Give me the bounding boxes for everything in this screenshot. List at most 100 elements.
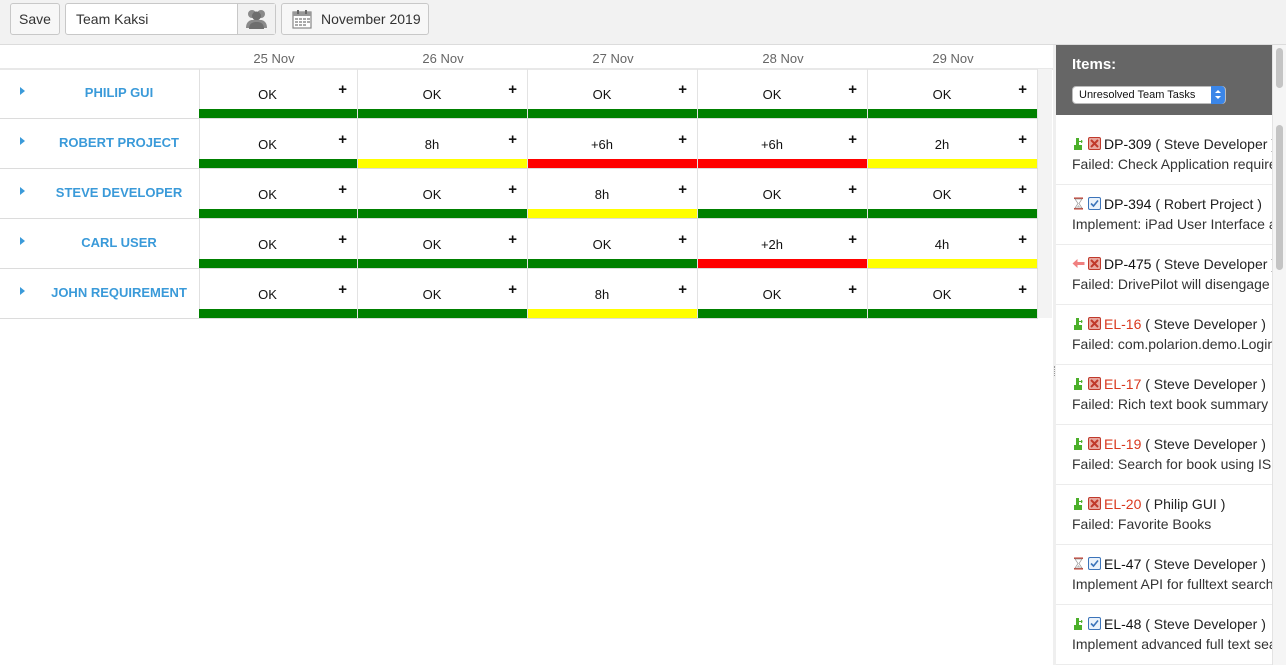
work-item[interactable]: EL-48 ( Steve Developer ) Implement advan… [1056,605,1272,665]
capacity-cell[interactable]: +2h + [698,219,868,268]
add-plus-icon[interactable]: + [848,131,857,148]
capacity-cell[interactable]: OK + [528,69,698,118]
add-plus-icon[interactable]: + [1018,281,1027,298]
work-item-id[interactable]: EL-47 [1104,556,1142,572]
capacity-cell[interactable]: OK + [868,169,1038,218]
capacity-status-bar [358,259,527,268]
work-item-header: DP-309 ( Steve Developer ) [1072,136,1272,152]
work-item[interactable]: EL-20 ( Philip GUI ) Failed: Favorite Boo… [1056,485,1272,545]
add-plus-icon[interactable]: + [678,131,687,148]
panel-splitter[interactable] [1053,45,1056,665]
capacity-cell[interactable]: OK + [358,269,528,318]
capacity-cell[interactable]: 8h + [358,119,528,168]
add-plus-icon[interactable]: + [338,131,347,148]
add-plus-icon[interactable]: + [508,281,517,298]
capacity-cell[interactable]: +6h + [528,119,698,168]
work-item[interactable]: DP-394 ( Robert Project ) Implement: iPad… [1056,185,1272,245]
capacity-cell[interactable]: OK + [358,169,528,218]
user-name-link[interactable]: JOHN REQUIREMENT [51,285,187,300]
capacity-cell[interactable]: 8h + [528,269,698,318]
capacity-cell[interactable]: OK + [698,69,868,118]
month-picker-button[interactable]: November 2019 [281,3,429,35]
add-plus-icon[interactable]: + [1018,131,1027,148]
work-item-id[interactable]: EL-20 [1104,496,1142,512]
expand-arrow-icon[interactable] [20,87,25,95]
work-item-title: Failed: Rich text book summary [1072,396,1269,412]
expand-arrow-icon[interactable] [20,287,25,295]
add-plus-icon[interactable]: + [678,181,687,198]
add-plus-icon[interactable]: + [508,81,517,98]
work-item-id[interactable]: EL-16 [1104,316,1142,332]
add-plus-icon[interactable]: + [848,281,857,298]
work-item-id[interactable]: DP-309 [1104,136,1152,152]
add-plus-icon[interactable]: + [338,231,347,248]
user-name-link[interactable]: STEVE DEVELOPER [55,185,183,200]
add-plus-icon[interactable]: + [1018,181,1027,198]
add-plus-icon[interactable]: + [508,131,517,148]
add-plus-icon[interactable]: + [848,81,857,98]
capacity-cell[interactable]: 2h + [868,119,1038,168]
user-name-link[interactable]: CARL USER [81,235,157,250]
add-plus-icon[interactable]: + [338,181,347,198]
capacity-status-bar [528,209,697,218]
work-item[interactable]: EL-17 ( Steve Developer ) Failed: Rich te… [1056,365,1272,425]
expand-arrow-icon[interactable] [20,137,25,145]
work-item-title: Implement: iPad User Interface adjustmen… [1072,216,1272,232]
add-plus-icon[interactable]: + [678,281,687,298]
capacity-cell[interactable]: OK + [199,219,358,268]
capacity-cell[interactable]: OK + [698,269,868,318]
back-arrow-icon [1072,256,1088,272]
add-plus-icon[interactable]: + [338,81,347,98]
items-panel-scrollbar[interactable] [1272,45,1286,665]
add-plus-icon[interactable]: + [1018,231,1027,248]
team-selector-field[interactable]: Team Kaksi [65,3,276,35]
capacity-cell[interactable]: OK + [199,69,358,118]
capacity-cell[interactable]: OK + [868,269,1038,318]
items-filter-select[interactable]: Unresolved Team Tasks [1072,86,1226,104]
capacity-cell[interactable]: OK + [199,169,358,218]
grid-scrollbar[interactable] [1038,69,1052,318]
capacity-status-bar [698,109,867,118]
work-item[interactable]: EL-47 ( Steve Developer ) Implement API f… [1056,545,1272,605]
add-plus-icon[interactable]: + [848,181,857,198]
capacity-value: OK [258,87,277,102]
capacity-cell[interactable]: OK + [358,219,528,268]
add-plus-icon[interactable]: + [678,231,687,248]
capacity-cell[interactable]: OK + [868,69,1038,118]
items-scroll-thumb[interactable] [1276,125,1283,270]
add-plus-icon[interactable]: + [678,81,687,98]
capacity-cell[interactable]: 8h + [528,169,698,218]
add-plus-icon[interactable]: + [508,231,517,248]
work-item[interactable]: EL-19 ( Steve Developer ) Failed: Search … [1056,425,1272,485]
work-item-id[interactable]: EL-17 [1104,376,1142,392]
capacity-cell[interactable]: +6h + [698,119,868,168]
add-plus-icon[interactable]: + [338,281,347,298]
work-item[interactable]: EL-16 ( Steve Developer ) Failed: com.pol… [1056,305,1272,365]
work-item-id[interactable]: DP-475 [1104,256,1152,272]
capacity-cell[interactable]: OK + [199,119,358,168]
user-name-link[interactable]: PHILIP GUI [84,85,154,100]
add-plus-icon[interactable]: + [848,231,857,248]
work-item[interactable]: DP-475 ( Steve Developer ) Failed: DriveP… [1056,245,1272,305]
team-users-icon[interactable] [237,4,275,34]
header-scroll-thumb[interactable] [1276,48,1283,88]
capacity-cell[interactable]: 4h + [868,219,1038,268]
user-name-link[interactable]: ROBERT PROJECT [59,135,179,150]
work-item[interactable]: DP-309 ( Steve Developer ) Failed: Check … [1056,125,1272,185]
work-item-id[interactable]: DP-394 [1104,196,1152,212]
capacity-cell[interactable]: OK + [199,269,358,318]
capacity-cell[interactable]: OK + [358,69,528,118]
capacity-value: 8h [594,187,610,202]
expand-arrow-icon[interactable] [20,187,25,195]
expand-arrow-icon[interactable] [20,237,25,245]
capacity-value: OK [258,237,277,252]
capacity-cell[interactable]: OK + [698,169,868,218]
capacity-cell[interactable]: OK + [528,219,698,268]
add-plus-icon[interactable]: + [1018,81,1027,98]
items-panel: Items: Unresolved Team Tasks DP-309 ( St… [1056,45,1286,665]
work-item-id[interactable]: EL-48 [1104,616,1142,632]
save-button[interactable]: Save [10,3,60,35]
work-item-title: Implement API for fulltext search [1072,576,1272,592]
work-item-id[interactable]: EL-19 [1104,436,1142,452]
add-plus-icon[interactable]: + [508,181,517,198]
